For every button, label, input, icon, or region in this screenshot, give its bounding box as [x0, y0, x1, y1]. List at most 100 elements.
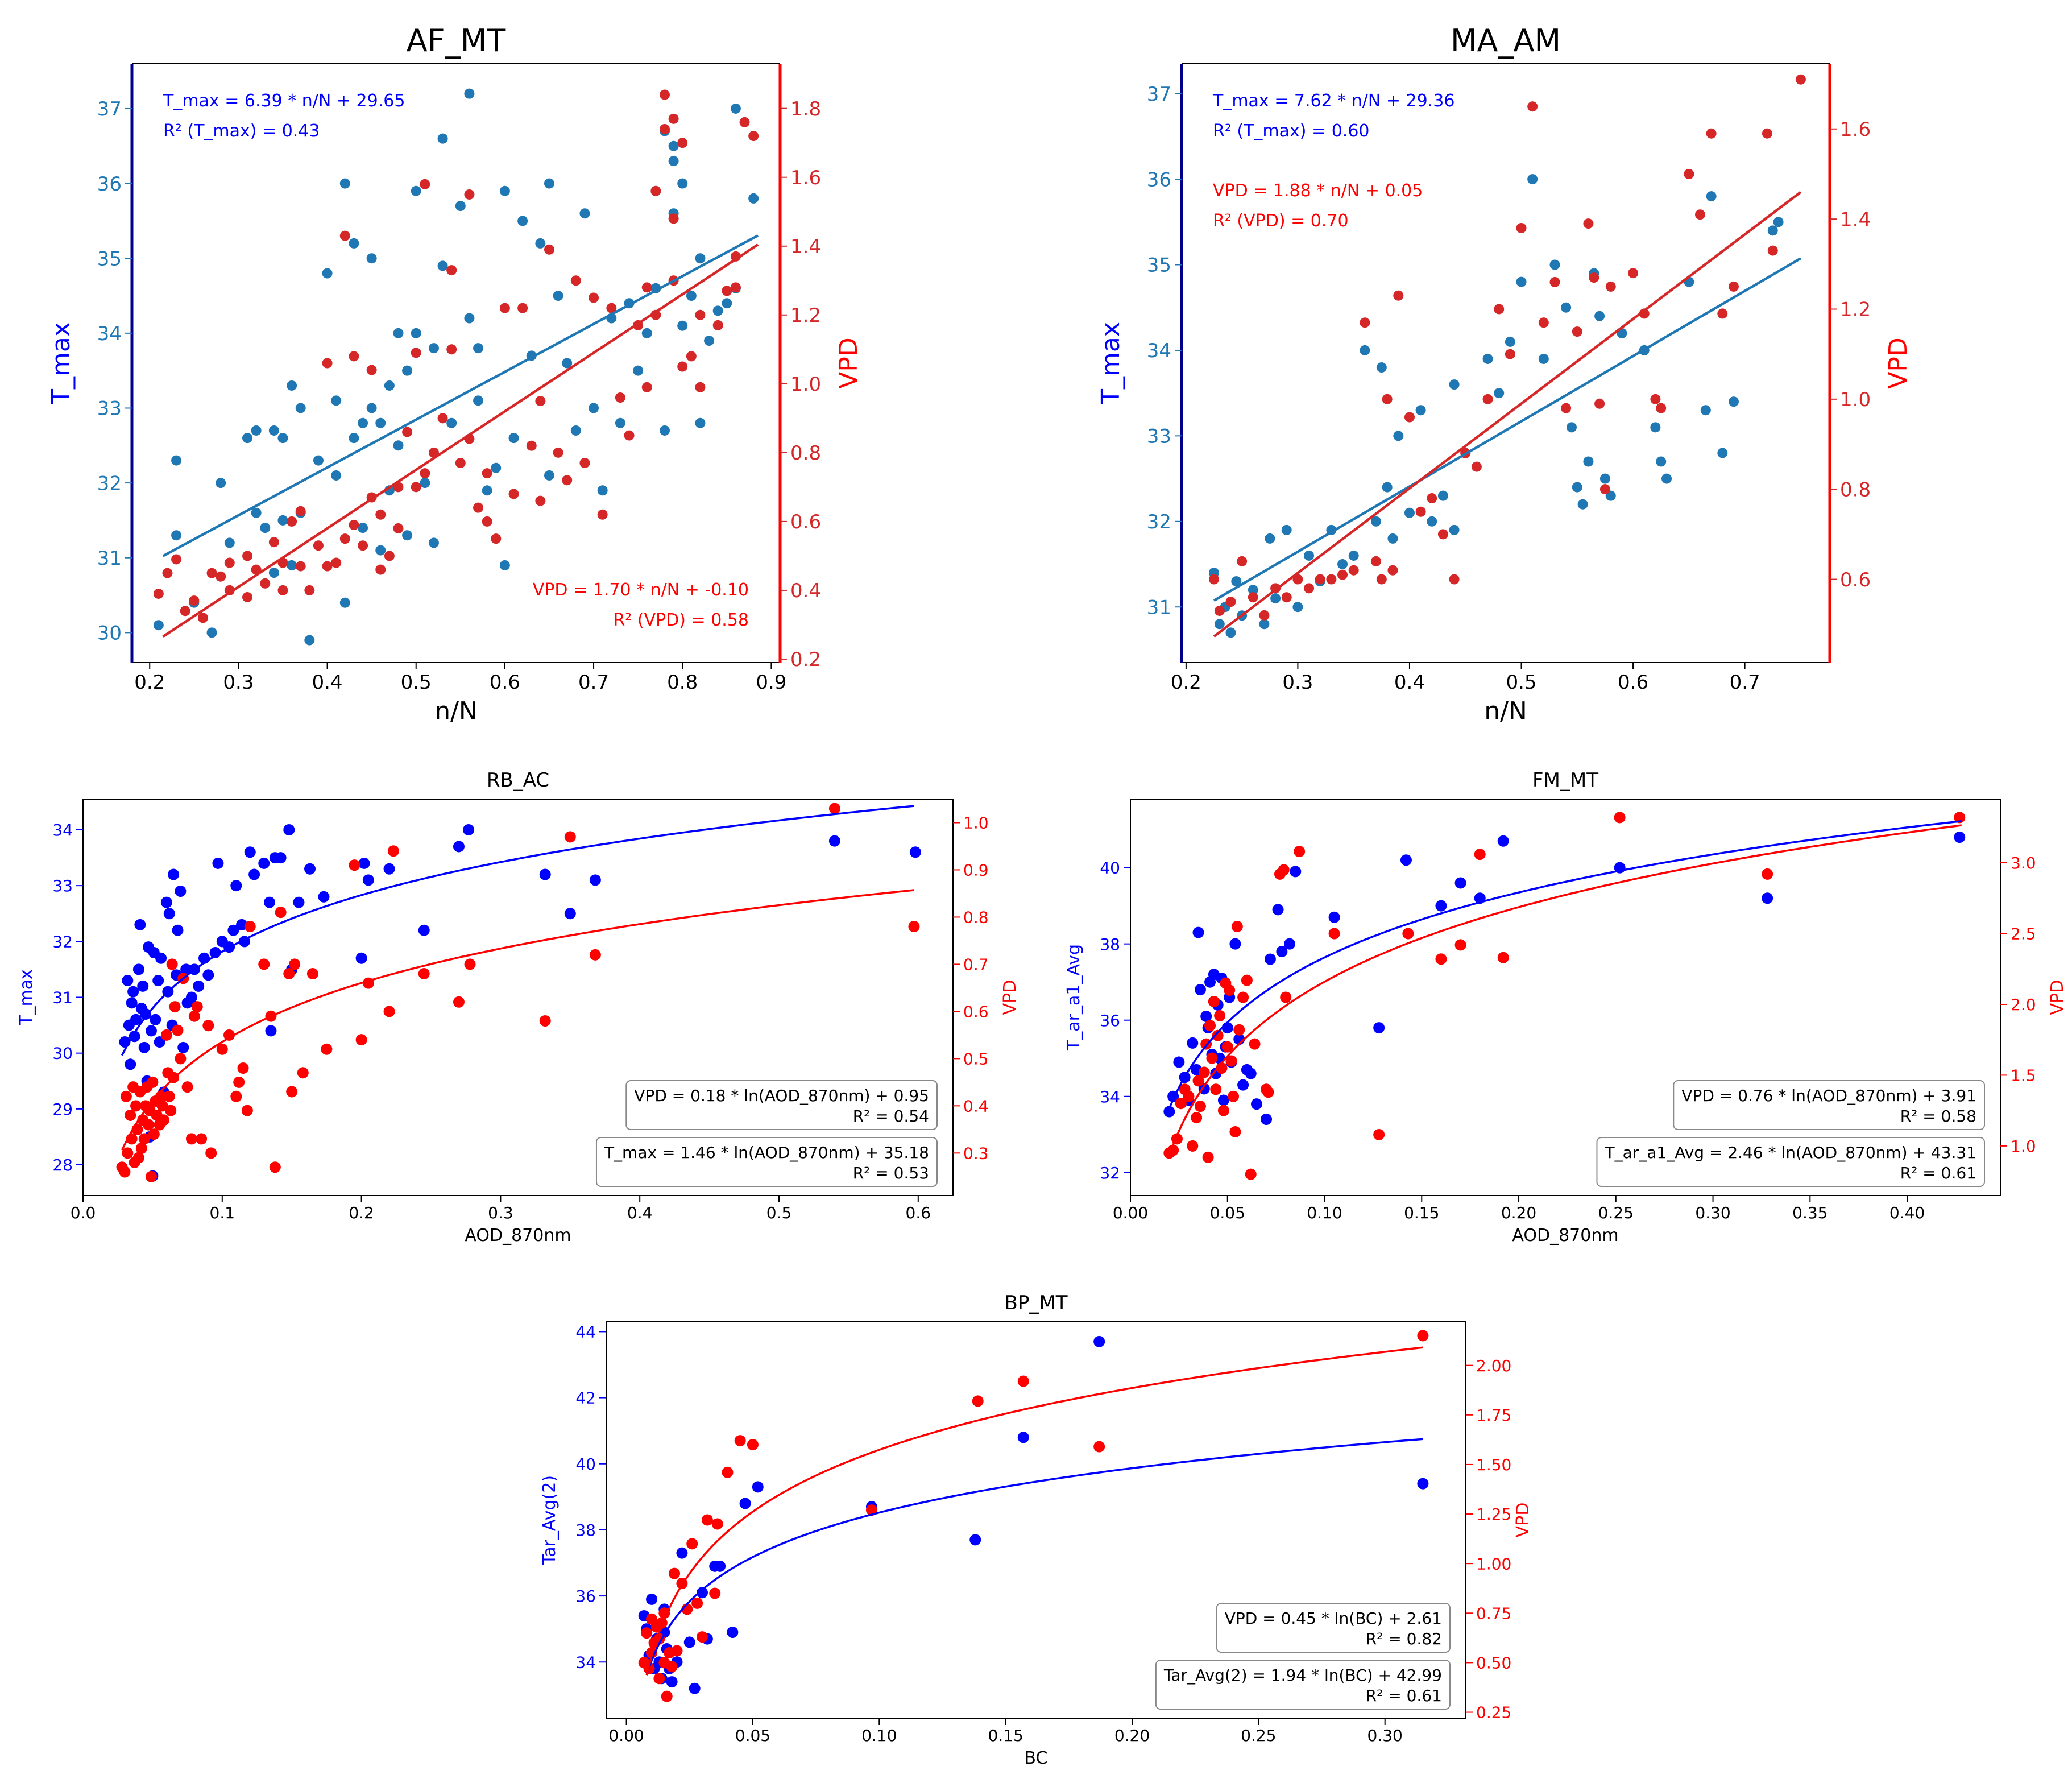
right-series-point — [355, 1034, 367, 1046]
left-series-point — [1259, 619, 1270, 630]
right-y-tick-label: 1.00 — [1476, 1554, 1511, 1573]
x-tick-label: 0.8 — [667, 671, 698, 694]
left-series-point — [739, 1498, 751, 1509]
left-series-point — [355, 952, 367, 964]
right-series-point — [722, 286, 732, 296]
left-series-point — [1700, 405, 1711, 416]
right-series-point — [1516, 222, 1527, 233]
x-tick-label: 0.4 — [627, 1203, 653, 1222]
left-series-point — [175, 885, 187, 897]
right-series-point — [709, 1587, 721, 1599]
right-series-point — [972, 1395, 984, 1407]
right-series-point — [1614, 812, 1626, 824]
right-series-point — [1415, 506, 1426, 517]
x-tick-label: 0.30 — [1367, 1726, 1403, 1745]
right-series-point — [1175, 1098, 1187, 1110]
left-series-point — [553, 291, 563, 301]
left-series-point — [1404, 507, 1415, 518]
right-series-point — [535, 396, 546, 407]
right-series-point — [1474, 849, 1486, 861]
right-series-point — [686, 351, 697, 362]
right-series-point — [1237, 991, 1249, 1003]
right-series-point — [1454, 939, 1466, 951]
right-series-point — [242, 592, 253, 603]
right-y-tick-label: 1.5 — [2011, 1066, 2036, 1085]
x-tick-label: 0.25 — [1241, 1726, 1276, 1745]
left-y-tick-label: 36 — [97, 173, 122, 196]
right-series-point — [1376, 574, 1387, 585]
right-series-point — [482, 516, 492, 527]
left-series-point — [393, 440, 404, 451]
left-series-point — [646, 1593, 658, 1605]
right-series-point — [1583, 218, 1594, 229]
right-y-tick-label: 0.5 — [963, 1049, 989, 1068]
left-series-point — [676, 1547, 688, 1559]
x-tick-label: 0.15 — [1404, 1203, 1439, 1222]
left-series-point — [714, 1560, 726, 1572]
left-series-point — [752, 1481, 764, 1493]
left-series-point — [248, 868, 260, 880]
right-series-point — [1228, 1090, 1240, 1102]
left-y-tick-label: 34 — [575, 1653, 596, 1672]
left-series-point — [171, 530, 182, 541]
left-y-tick-label: 33 — [1147, 425, 1171, 448]
right-y-tick-label: 0.4 — [790, 580, 821, 602]
right-series-point — [185, 1133, 197, 1145]
left-series-point — [264, 896, 276, 908]
right-series-point — [615, 392, 625, 403]
right-series-point — [349, 519, 359, 530]
right-fit-equation: VPD = 1.88 * n/N + 0.05 — [1213, 181, 1423, 201]
left-series-point — [1449, 524, 1460, 535]
right-series-point — [686, 1538, 698, 1550]
right-series-point — [658, 1607, 670, 1619]
left-series-point — [1773, 217, 1784, 227]
right-series-point — [1527, 101, 1538, 112]
left-series-point — [265, 1025, 277, 1037]
right-series-point — [1728, 281, 1739, 292]
right-series-point — [1209, 574, 1219, 585]
right-series-point — [1292, 574, 1303, 585]
right-series-point — [677, 138, 688, 148]
left-series-point — [1214, 619, 1225, 630]
right-fit-r2: R² (VPD) = 0.58 — [613, 610, 749, 630]
left-series-point — [122, 975, 134, 987]
left-series-point — [463, 824, 475, 835]
right-series-point — [171, 554, 182, 565]
left-y-axis-label: T_max — [16, 969, 36, 1026]
right-series-point — [322, 358, 333, 369]
x-tick-label: 0.30 — [1695, 1203, 1730, 1222]
left-series-point — [1494, 388, 1505, 399]
right-series-point — [1762, 868, 1773, 880]
right-series-point — [1337, 569, 1348, 580]
left-series-point — [277, 433, 288, 444]
right-series-point — [1204, 1020, 1216, 1032]
left-series-point — [1265, 533, 1275, 544]
right-y-axis-label: VPD — [834, 337, 863, 389]
left-series-point — [1270, 593, 1281, 604]
right-series-point — [1382, 394, 1393, 404]
right-fit-line — [162, 243, 759, 638]
right-series-point — [1572, 326, 1582, 337]
right-series-point — [579, 458, 590, 468]
left-series-point — [1376, 362, 1387, 373]
left-series-point — [544, 470, 554, 481]
left-fit-line — [1213, 257, 1802, 602]
right-y-tick-label: 1.75 — [1476, 1406, 1511, 1425]
left-series-point — [909, 846, 921, 858]
x-tick-label: 0.2 — [1171, 671, 1201, 694]
x-axis-label: AOD_870nm — [1512, 1226, 1618, 1246]
right-series-point — [455, 458, 466, 468]
left-series-point — [1516, 276, 1527, 287]
left-series-point — [1505, 336, 1515, 347]
left-series-point — [1237, 1079, 1249, 1091]
left-series-point — [695, 417, 706, 428]
right-series-point — [287, 516, 297, 527]
right-series-point — [437, 413, 448, 424]
right-series-point — [1017, 1375, 1029, 1387]
left-series-point — [1400, 854, 1412, 866]
right-series-point — [1360, 317, 1370, 328]
right-series-point — [188, 1010, 200, 1022]
right-series-point — [695, 309, 706, 320]
x-tick-label: 0.15 — [988, 1726, 1023, 1745]
x-tick-label: 0.5 — [766, 1203, 792, 1222]
